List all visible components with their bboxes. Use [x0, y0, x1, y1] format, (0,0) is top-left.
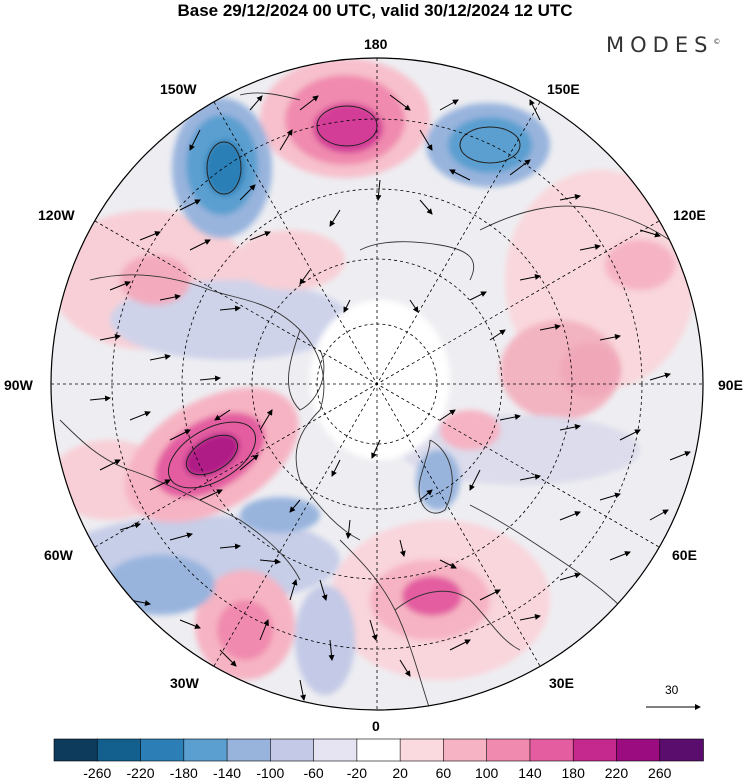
- anomaly-center-bering-low: [448, 117, 532, 173]
- colorbar-swatch: [443, 738, 488, 762]
- colorbar-swatch: [356, 738, 401, 762]
- colorbar-swatch: [529, 738, 575, 762]
- colorbar-swatch: [270, 738, 315, 762]
- anomaly-center-europe-high: [402, 576, 462, 616]
- lon-label-0: 0: [372, 718, 380, 734]
- colorbar-tick: -100: [256, 765, 285, 781]
- anomaly-center-hudson-high: [184, 433, 240, 477]
- lon-label-120w: 120W: [38, 207, 75, 223]
- anomaly-positive-alaska: [235, 230, 345, 290]
- lon-label-150e: 150E: [547, 81, 580, 97]
- lon-label-90e: 90E: [718, 377, 743, 393]
- colorbar-tick: -260: [83, 765, 112, 781]
- colorbar-tick: 220: [604, 765, 629, 781]
- brand-mark: ©: [713, 38, 721, 46]
- colorbar-swatch: [659, 738, 704, 762]
- colorbar-swatch: [140, 738, 185, 762]
- colorbar-swatch: [183, 738, 228, 762]
- colorbar-swatch: [486, 738, 531, 762]
- lon-label-60w: 60W: [44, 547, 73, 563]
- anomaly-center-atlantic-low: [105, 555, 215, 615]
- colorbar-tick: 100: [474, 765, 499, 781]
- colorbar-tick: -180: [169, 765, 198, 781]
- anomaly-center-mid-atlantic-high: [217, 600, 273, 660]
- map-boundary: [50, 57, 704, 711]
- reference-vector-label: 30: [665, 683, 679, 697]
- wind-vectors: [89, 94, 691, 701]
- graticule: [51, 58, 703, 710]
- lon-label-30w: 30W: [170, 675, 199, 691]
- lon-label-60e: 60E: [672, 547, 697, 563]
- isolines: [167, 105, 521, 489]
- colorbar-tick: 260: [648, 765, 672, 781]
- polar-cap-neutral: [310, 300, 450, 460]
- colorbar-tick: 180: [561, 765, 585, 781]
- colorbar-swatch: [399, 738, 445, 762]
- colorbar-swatch: [616, 738, 661, 762]
- map-title: Base 29/12/2024 00 UTC, valid 30/12/2024…: [177, 1, 573, 20]
- colorbar-tick: -60: [303, 765, 324, 781]
- colorbar-tick: -140: [213, 765, 242, 781]
- lon-label-90w: 90W: [4, 377, 33, 393]
- colorbar-tick: 60: [435, 765, 452, 781]
- brand-text: MODES: [606, 33, 714, 57]
- colorbar-swatch: [226, 738, 272, 762]
- colorbar-swatch: [572, 738, 618, 762]
- colorbar: [53, 738, 704, 762]
- colorbar-tick: -20: [346, 765, 367, 781]
- colorbar-tick: 140: [518, 765, 542, 781]
- anomaly-center-north-pacific-high: [313, 103, 383, 153]
- lon-label-30e: 30E: [549, 675, 574, 691]
- colorbar-swatch: [96, 738, 142, 762]
- colorbar-tick: 20: [392, 765, 408, 781]
- brand-logo: MODES©: [606, 33, 720, 57]
- lon-label-180: 180: [364, 36, 388, 52]
- colorbar-tick: -220: [126, 765, 155, 781]
- lon-label-120e: 120E: [673, 207, 706, 223]
- colorbar-swatch: [53, 738, 99, 762]
- lon-label-150w: 150W: [160, 81, 197, 97]
- anomaly-center-aleutian-low: [205, 140, 245, 196]
- anomaly-field: [51, 58, 703, 710]
- anomaly-center-scandinavia-low: [416, 450, 460, 510]
- colorbar-swatch: [313, 738, 358, 762]
